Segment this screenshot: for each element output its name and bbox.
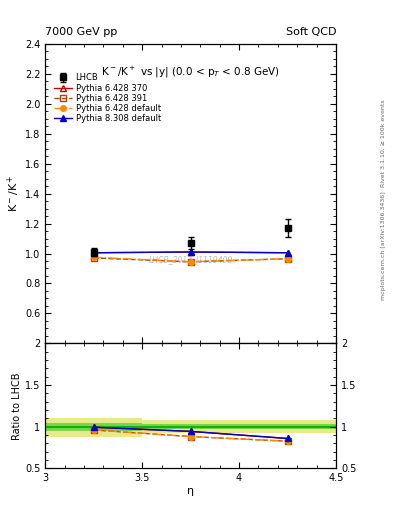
Text: Soft QCD: Soft QCD [286,27,336,37]
Pythia 6.428 391 [285,255,290,262]
Text: LHCB_2012_I1119400: LHCB_2012_I1119400 [149,255,233,264]
X-axis label: η: η [187,486,194,496]
Text: K$^-$/K$^+$ vs |y| (0.0 < p$_{T}$ < 0.8 GeV): K$^-$/K$^+$ vs |y| (0.0 < p$_{T}$ < 0.8 … [101,65,280,80]
Pythia 6.428 391 [91,255,96,261]
Pythia 6.428 370 [188,249,193,255]
Pythia 8.308 default [188,249,193,255]
Pythia 6.428 default [188,259,193,265]
Line: Pythia 6.428 391: Pythia 6.428 391 [90,255,291,265]
Text: 7000 GeV pp: 7000 GeV pp [45,27,118,37]
Text: Rivet 3.1.10, ≥ 100k events: Rivet 3.1.10, ≥ 100k events [381,99,386,187]
Pythia 6.428 370 [285,250,290,256]
Pythia 8.308 default [285,250,290,256]
Legend: LHCB, Pythia 6.428 370, Pythia 6.428 391, Pythia 6.428 default, Pythia 8.308 def: LHCB, Pythia 6.428 370, Pythia 6.428 391… [52,72,163,125]
Pythia 6.428 default [285,255,290,262]
Pythia 6.428 391 [188,259,193,265]
Pythia 8.308 default [91,250,96,256]
Line: Pythia 6.428 370: Pythia 6.428 370 [90,249,291,256]
Line: Pythia 6.428 default: Pythia 6.428 default [91,254,290,265]
Pythia 6.428 370 [91,250,96,256]
Y-axis label: Ratio to LHCB: Ratio to LHCB [12,372,22,440]
Line: Pythia 8.308 default: Pythia 8.308 default [90,249,291,256]
Pythia 6.428 default [91,254,96,260]
Y-axis label: K$^-$/K$^+$: K$^-$/K$^+$ [6,175,22,212]
Text: mcplots.cern.ch [arXiv:1306.3436]: mcplots.cern.ch [arXiv:1306.3436] [381,191,386,300]
